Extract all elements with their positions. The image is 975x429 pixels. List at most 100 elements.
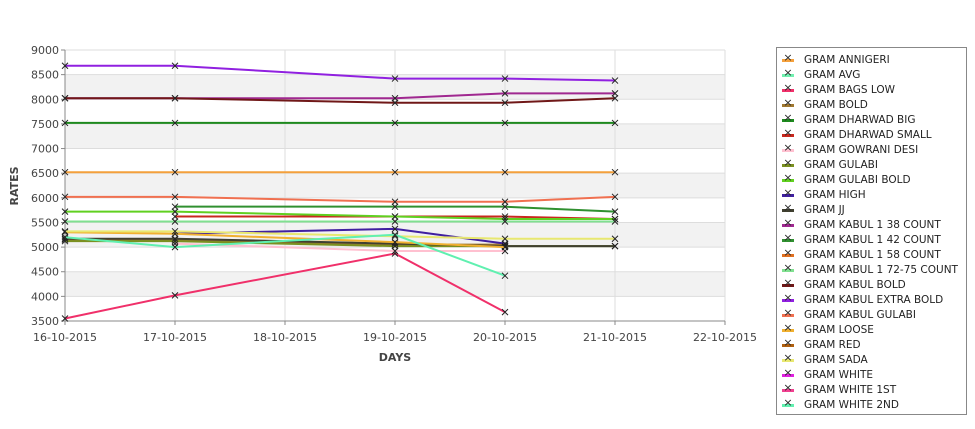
legend-item: × GRAM AVG bbox=[777, 65, 966, 82]
data-point-marker bbox=[61, 315, 69, 322]
legend-label: GRAM DHARWAD SMALL bbox=[804, 128, 932, 141]
data-point-marker bbox=[171, 62, 179, 70]
legend-label: GRAM WHITE bbox=[804, 368, 874, 381]
y-tick-label: 5000 bbox=[31, 241, 59, 254]
legend-marker-icon: × bbox=[782, 275, 794, 289]
y-tick-label: 7500 bbox=[31, 118, 59, 131]
series-line-gram-dharwad-small bbox=[175, 215, 616, 221]
y-tick-label: 5500 bbox=[31, 216, 59, 229]
legend-item: × GRAM HIGH bbox=[777, 185, 966, 202]
data-point-marker bbox=[171, 119, 179, 127]
data-point-marker bbox=[391, 238, 399, 246]
legend-item: × GRAM GULABI BOLD bbox=[777, 170, 966, 187]
data-point-marker bbox=[171, 193, 179, 201]
legend-marker-icon: × bbox=[782, 245, 794, 259]
data-point-marker bbox=[611, 193, 619, 201]
legend-label: GRAM BAGS LOW bbox=[804, 83, 896, 96]
series-line-gram-loose bbox=[64, 231, 506, 249]
y-axis-label: RATES bbox=[8, 166, 21, 205]
data-point-marker bbox=[611, 208, 619, 215]
legend-marker-icon: × bbox=[782, 365, 794, 379]
legend-marker-icon: × bbox=[782, 170, 794, 184]
data-point-marker bbox=[391, 247, 399, 255]
legend-item: × GRAM WHITE 2ND bbox=[777, 395, 966, 412]
legend-item: × GRAM KABUL 1 38 COUNT bbox=[777, 215, 966, 232]
legend-marker-icon: × bbox=[782, 110, 794, 124]
legend-marker-icon: × bbox=[782, 155, 794, 169]
data-point-marker bbox=[171, 208, 179, 215]
data-point-marker bbox=[391, 203, 399, 211]
x-tick-label: 19-10-2015 bbox=[363, 331, 427, 344]
data-point-marker bbox=[611, 77, 619, 84]
legend-marker-icon: × bbox=[782, 185, 794, 199]
legend-item: × GRAM WHITE bbox=[777, 365, 966, 382]
y-tick-label: 9000 bbox=[31, 44, 59, 57]
data-point-marker bbox=[391, 99, 399, 107]
legend-marker-icon: × bbox=[782, 125, 794, 139]
legend-item: × GRAM DHARWAD SMALL bbox=[777, 125, 966, 142]
legend-label: GRAM KABUL 1 42 COUNT bbox=[804, 233, 941, 246]
legend-label: GRAM AVG bbox=[804, 68, 861, 81]
legend-item: × GRAM KABUL 1 72-75 COUNT bbox=[777, 261, 966, 277]
data-point-marker bbox=[61, 119, 69, 127]
data-point-marker bbox=[171, 292, 179, 299]
data-point-marker bbox=[391, 75, 399, 82]
data-point-marker bbox=[501, 198, 509, 206]
legend-marker-icon: × bbox=[782, 305, 794, 319]
data-point-marker bbox=[501, 243, 509, 251]
legend-marker-icon: × bbox=[782, 50, 794, 64]
legend-label: GRAM GULABI bbox=[804, 158, 878, 171]
x-tick-label: 22-10-2015 bbox=[693, 331, 757, 344]
data-point-marker bbox=[501, 235, 509, 243]
legend-item: × GRAM GOWRANI DESI bbox=[777, 141, 966, 157]
legend-item: × GRAM BOLD bbox=[777, 96, 966, 112]
legend-marker-icon: × bbox=[782, 395, 794, 409]
x-tick-label: 20-10-2015 bbox=[473, 331, 537, 344]
legend-item: × GRAM WHITE 1ST bbox=[777, 381, 966, 397]
legend-label: GRAM WHITE 2ND bbox=[804, 398, 899, 411]
legend-item: × GRAM JJ bbox=[777, 200, 966, 217]
y-tick-label: 4000 bbox=[31, 290, 59, 303]
data-point-marker bbox=[171, 235, 179, 243]
data-point-marker bbox=[391, 119, 399, 127]
legend-marker-icon: × bbox=[782, 215, 794, 229]
legend-marker-icon: × bbox=[782, 320, 794, 334]
legend-marker-icon: × bbox=[782, 65, 794, 79]
data-point-marker bbox=[391, 198, 399, 206]
legend-label: GRAM RED bbox=[804, 338, 861, 351]
data-point-marker bbox=[171, 203, 179, 211]
data-point-marker bbox=[611, 119, 619, 127]
data-point-marker bbox=[611, 90, 619, 97]
legend-item: × GRAM ANNIGERI bbox=[777, 50, 966, 67]
data-point-marker bbox=[611, 235, 619, 243]
legend-label: GRAM JJ bbox=[804, 203, 845, 216]
y-tick-label: 6500 bbox=[31, 167, 59, 180]
data-point-marker bbox=[501, 272, 509, 280]
x-axis-label: DAYS bbox=[379, 351, 412, 364]
legend-label: GRAM BOLD bbox=[804, 98, 868, 111]
y-tick-label: 6000 bbox=[31, 192, 59, 205]
legend-label: GRAM KABUL 1 38 COUNT bbox=[804, 218, 941, 231]
legend-label: GRAM GOWRANI DESI bbox=[804, 143, 919, 156]
data-point-marker bbox=[61, 218, 69, 225]
legend-label: GRAM LOOSE bbox=[804, 323, 874, 336]
data-point-marker bbox=[61, 227, 69, 235]
legend-label: GRAM KABUL 1 72-75 COUNT bbox=[804, 263, 958, 276]
legend-label: GRAM ANNIGERI bbox=[804, 53, 890, 66]
x-tick-label: 16-10-2015 bbox=[33, 331, 97, 344]
legend-item: × GRAM LOOSE bbox=[777, 320, 966, 337]
data-point-marker bbox=[611, 168, 619, 176]
data-point-marker bbox=[171, 243, 179, 251]
data-point-marker bbox=[501, 308, 509, 316]
data-point-marker bbox=[61, 208, 69, 215]
series-line-gram-white-2nd bbox=[64, 233, 506, 277]
data-point-marker bbox=[391, 218, 399, 225]
legend-item: × GRAM KABUL 1 58 COUNT bbox=[777, 245, 966, 262]
legend-item: × GRAM DHARWAD BIG bbox=[777, 110, 966, 127]
legend-marker-icon: × bbox=[782, 335, 794, 349]
data-point-marker bbox=[61, 233, 69, 241]
legend-marker-icon: × bbox=[782, 200, 794, 214]
legend-item: × GRAM KABUL 1 42 COUNT bbox=[777, 231, 966, 247]
legend-label: GRAM KABUL BOLD bbox=[804, 278, 906, 291]
series-line-gram-bags-low bbox=[64, 252, 506, 320]
